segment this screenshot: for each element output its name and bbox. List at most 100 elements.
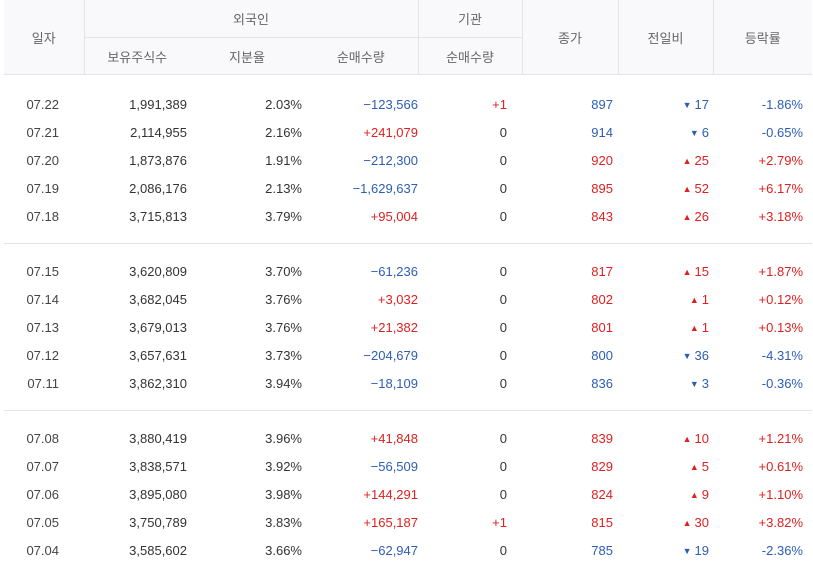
cell-rate: +1.87% [758,264,803,279]
cell-date: 07.04 [26,543,59,558]
cell-change: ▲ 52 [618,175,713,203]
triangle-up-icon: ▲ [682,267,692,277]
table-row: 07.15 3,620,809 3.70% −61,236 0 817 ▲ 15 +1.87% [4,258,812,286]
cell-change: ▼ 6 [618,119,713,147]
cell-change: ▲ 10 [618,425,713,453]
cell-share: 3.83% [265,515,302,530]
change-value: 15 [694,264,709,279]
cell-foreign-net: +144,291 [363,487,418,502]
cell-inst-net: 0 [499,292,507,307]
header-change: 전일비 [617,0,713,75]
change-value: 52 [694,181,709,196]
cell-close: 920 [591,153,613,168]
cell-holdings: 3,880,419 [129,431,187,446]
table-row: 07.13 3,679,013 3.76% +21,382 0 801 ▲ 1 +0.13% [4,314,812,342]
cell-date: 07.19 [26,181,59,196]
change-value: 3 [701,376,709,391]
triangle-up-icon: ▲ [682,184,692,194]
cell-inst-net: 0 [499,320,507,335]
cell-share: 1.91% [265,153,302,168]
cell-holdings: 2,114,955 [130,125,187,140]
cell-share: 3.76% [265,320,302,335]
cell-holdings: 2,086,176 [129,181,187,196]
cell-close: 817 [591,264,613,279]
triangle-down-icon: ▼ [682,100,692,110]
cell-holdings: 1,991,389 [129,97,187,112]
cell-change: ▲ 1 [618,314,713,342]
cell-date: 07.21 [26,125,59,140]
cell-rate: -0.36% [761,376,803,391]
triangle-down-icon: ▼ [689,379,699,389]
cell-rate: -1.86% [761,97,803,112]
triangle-down-icon: ▼ [689,128,699,138]
cell-change: ▼ 19 [618,537,713,565]
header-close: 종가 [521,0,618,75]
cell-foreign-net: −204,679 [363,348,418,363]
cell-date: 07.08 [26,431,59,446]
change-value: 25 [694,153,709,168]
cell-share: 3.96% [265,431,302,446]
triangle-up-icon: ▲ [689,295,699,305]
table-row: 07.06 3,895,080 3.98% +144,291 0 824 ▲ 9 +1.10% [4,481,812,509]
header-inst-net: 순매수량 [417,37,522,75]
cell-rate: -4.31% [761,348,803,363]
cell-close: 802 [591,292,613,307]
cell-share: 3.70% [265,264,302,279]
cell-rate: +0.61% [758,459,803,474]
triangle-down-icon: ▼ [682,351,692,361]
cell-rate: +1.10% [758,487,803,502]
cell-date: 07.06 [26,487,59,502]
cell-close: 815 [591,515,613,530]
cell-foreign-net: −61,236 [370,264,418,279]
cell-date: 07.18 [26,209,59,224]
cell-date: 07.14 [26,292,59,307]
cell-share: 2.16% [265,125,302,140]
cell-change: ▲ 9 [618,481,713,509]
cell-date: 07.15 [26,264,59,279]
cell-foreign-net: −212,300 [363,153,418,168]
change-value: 1 [701,320,709,335]
cell-foreign-net: −1,629,637 [352,181,418,196]
investor-trading-table: 일자 외국인 기관 종가 전일비 등락률 보유주식수 지분율 순매수량 순매수량… [4,0,812,565]
cell-inst-net: +1 [492,515,507,530]
group-spacer [4,231,812,258]
cell-inst-net: +1 [492,97,507,112]
cell-holdings: 3,657,631 [129,348,187,363]
cell-change: ▼ 36 [618,342,713,370]
cell-share: 3.94% [265,376,302,391]
cell-date: 07.20 [26,153,59,168]
cell-rate: +6.17% [758,181,803,196]
table-row: 07.12 3,657,631 3.73% −204,679 0 800 ▼ 36 -4.31% [4,342,812,370]
cell-date: 07.12 [26,348,59,363]
cell-share: 3.76% [265,292,302,307]
header-foreign: 외국인 [83,0,418,38]
triangle-down-icon: ▼ [682,546,692,556]
table-row: 07.18 3,715,813 3.79% +95,004 0 843 ▲ 26 +3.18% [4,203,812,231]
cell-inst-net: 0 [499,376,507,391]
group-spacer [4,398,812,425]
table-header: 일자 외국인 기관 종가 전일비 등락률 보유주식수 지분율 순매수량 순매수량 [4,0,812,75]
cell-inst-net: 0 [499,348,507,363]
table-row: 07.21 2,114,955 2.16% +241,079 0 914 ▼ 6 -0.65% [4,119,812,147]
header-date: 일자 [4,0,84,75]
cell-holdings: 3,750,789 [129,515,187,530]
cell-close: 897 [591,97,613,112]
triangle-up-icon: ▲ [682,434,692,444]
cell-foreign-net: −18,109 [370,376,418,391]
cell-date: 07.11 [27,376,59,391]
cell-date: 07.13 [26,320,59,335]
header-holdings: 보유주식수 [83,37,190,75]
triangle-up-icon: ▲ [689,462,699,472]
cell-holdings: 3,585,602 [129,543,187,558]
cell-holdings: 3,838,571 [129,459,187,474]
table-row: 07.14 3,682,045 3.76% +3,032 0 802 ▲ 1 +0.12% [4,286,812,314]
cell-close: 785 [591,543,613,558]
triangle-up-icon: ▲ [689,490,699,500]
row-group: 07.15 3,620,809 3.70% −61,236 0 817 ▲ 15 +1.87% 0… [4,258,812,398]
change-value: 17 [694,97,709,112]
cell-rate: +0.12% [758,292,803,307]
cell-foreign-net: +21,382 [370,320,418,335]
cell-change: ▲ 5 [618,453,713,481]
cell-foreign-net: +95,004 [370,209,418,224]
